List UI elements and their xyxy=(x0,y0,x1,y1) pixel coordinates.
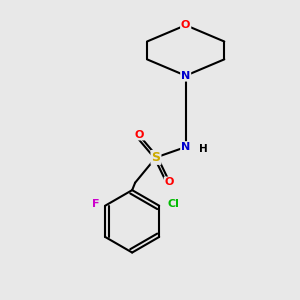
Text: O: O xyxy=(135,130,144,140)
Text: O: O xyxy=(181,20,190,30)
Text: F: F xyxy=(92,199,99,209)
Text: N: N xyxy=(181,71,190,81)
Text: N: N xyxy=(181,142,190,152)
Text: S: S xyxy=(152,151,160,164)
Text: H: H xyxy=(199,144,208,154)
Text: Cl: Cl xyxy=(167,199,179,209)
Text: O: O xyxy=(165,177,174,188)
